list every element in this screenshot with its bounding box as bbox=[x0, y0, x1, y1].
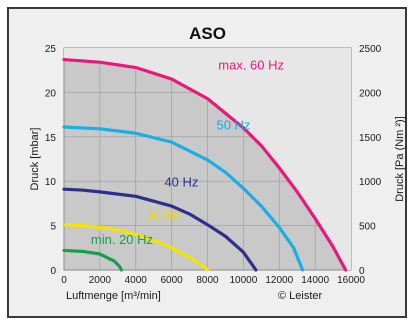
series-label: 50 Hz bbox=[216, 118, 250, 133]
series-label: min. 20 Hz bbox=[91, 232, 153, 247]
x-tick-label: 2000 bbox=[89, 275, 112, 286]
series-line-min-20-hz bbox=[62, 248, 124, 272]
x-tick-label: 14000 bbox=[301, 275, 329, 286]
series-line-50-hz bbox=[62, 125, 305, 272]
x-tick-label: 0 bbox=[61, 275, 67, 286]
credit-label: © Leister bbox=[278, 290, 323, 302]
y-tick-label: 15 bbox=[45, 133, 57, 144]
y2-tick-label: 1500 bbox=[359, 133, 382, 144]
series-label: max. 60 Hz bbox=[218, 57, 284, 72]
x-tick-label: 8000 bbox=[196, 275, 219, 286]
y-tick-label: 20 bbox=[45, 88, 57, 99]
series-line-40-hz bbox=[62, 187, 258, 272]
series-labels: max. 60 Hz 50 Hz 40 Hz 30 Hz min. 20 Hz bbox=[91, 57, 284, 247]
series-label: 30 Hz bbox=[147, 207, 181, 222]
y-tick-label: 5 bbox=[50, 222, 56, 233]
x-tick-label: 10000 bbox=[229, 275, 257, 286]
x-tick-label: 4000 bbox=[125, 275, 148, 286]
y-tick-label: 25 bbox=[45, 44, 57, 55]
y-tick-label: 10 bbox=[45, 177, 57, 188]
y-axis-label: Druck [mbar] bbox=[29, 128, 41, 191]
series-line-max-60-hz bbox=[62, 57, 348, 272]
x-tick-label: 16000 bbox=[337, 275, 365, 286]
series-label: 40 Hz bbox=[164, 175, 198, 190]
series-line-30-hz bbox=[62, 223, 210, 272]
series-lines bbox=[62, 57, 348, 272]
y2-tick-label: 0 bbox=[359, 266, 365, 277]
outside-operating-area bbox=[64, 48, 351, 270]
operating-area bbox=[64, 48, 351, 270]
x-tick-label: 6000 bbox=[161, 275, 184, 286]
y2-tick-label: 1000 bbox=[359, 177, 382, 188]
x-tick-label: 12000 bbox=[265, 275, 293, 286]
y2-tick-label: 2000 bbox=[359, 88, 382, 99]
x-axis-label: Luftmenge [m³/min] bbox=[66, 290, 161, 302]
y2-tick-label: 2500 bbox=[359, 44, 382, 55]
y-tick-label: 0 bbox=[50, 266, 56, 277]
axis-ticks: 0 2000 4000 6000 8000 10000 12000 14000 16000051… bbox=[45, 44, 382, 286]
chart-title: ASO bbox=[189, 24, 226, 43]
y2-tick-label: 500 bbox=[359, 222, 376, 233]
y2-axis-label: Druck [Pa (Nm ²)] bbox=[394, 116, 406, 202]
